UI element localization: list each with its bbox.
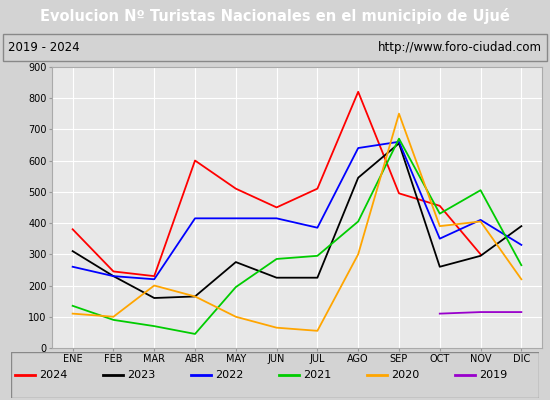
Text: Evolucion Nº Turistas Nacionales en el municipio de Ujué: Evolucion Nº Turistas Nacionales en el m… [40,8,510,24]
Text: 2022: 2022 [215,370,244,380]
Text: 2024: 2024 [39,370,68,380]
Text: 2019: 2019 [479,370,508,380]
Text: 2019 - 2024: 2019 - 2024 [8,41,80,54]
Text: 2020: 2020 [391,370,420,380]
Text: 2021: 2021 [303,370,332,380]
Text: 2023: 2023 [127,370,156,380]
Text: http://www.foro-ciudad.com: http://www.foro-ciudad.com [378,41,542,54]
